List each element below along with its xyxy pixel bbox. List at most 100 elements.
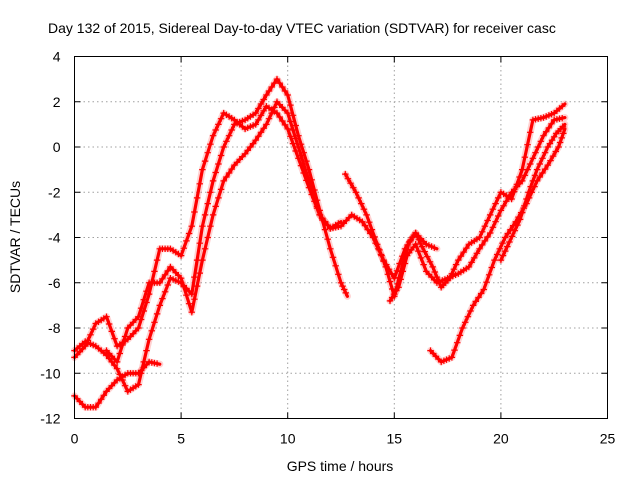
- data-point-marker: [156, 279, 163, 286]
- data-point-marker: [431, 244, 438, 251]
- data-point-marker: [337, 279, 345, 286]
- data-point-marker: [507, 226, 514, 233]
- data-point-marker: [415, 236, 422, 243]
- data-point-marker: [193, 282, 201, 290]
- y-tick-label: -10: [40, 365, 60, 381]
- data-point-marker: [335, 271, 342, 278]
- data-point-marker: [342, 170, 349, 178]
- data-point-marker: [191, 296, 198, 303]
- data-point-marker: [177, 252, 185, 259]
- data-point-marker: [244, 147, 251, 154]
- data-point-marker: [347, 180, 354, 187]
- data-point-marker: [284, 109, 291, 117]
- data-point-marker: [502, 234, 509, 241]
- data-point-marker: [386, 278, 394, 285]
- data-point-marker: [183, 292, 190, 299]
- data-point-marker: [113, 365, 121, 372]
- data-point-marker: [541, 149, 549, 156]
- data-point-marker: [371, 233, 378, 241]
- data-point-marker: [549, 152, 557, 160]
- data-point-marker: [496, 245, 503, 252]
- series-sat-e: [341, 100, 569, 300]
- data-point-marker: [559, 123, 566, 130]
- data-point-marker: [454, 339, 461, 346]
- data-point-marker: [199, 256, 206, 264]
- data-point-marker: [119, 341, 126, 349]
- data-point-marker: [487, 229, 494, 237]
- data-point-marker: [121, 333, 129, 340]
- data-point-marker: [215, 121, 222, 128]
- data-point-marker: [508, 233, 516, 240]
- data-point-marker: [486, 271, 493, 278]
- data-point-marker: [161, 271, 169, 278]
- data-point-marker: [418, 243, 426, 250]
- data-point-marker: [505, 193, 513, 200]
- data-point-marker: [140, 358, 147, 366]
- data-point-marker: [521, 154, 529, 161]
- data-point-marker: [516, 216, 524, 223]
- axis-ticks: [74, 56, 608, 419]
- data-point-marker: [223, 173, 230, 181]
- data-point-marker: [228, 126, 235, 134]
- data-point-marker: [300, 160, 307, 168]
- data-point-marker: [308, 186, 315, 193]
- data-point-marker: [455, 256, 462, 264]
- data-point-marker: [452, 261, 460, 268]
- data-point-marker: [249, 140, 257, 147]
- data-point-marker: [483, 279, 490, 286]
- data-point-marker: [151, 268, 158, 275]
- data-point-marker: [489, 206, 497, 213]
- data-point-marker: [429, 263, 436, 271]
- data-point-marker: [559, 103, 566, 110]
- data-point-marker: [519, 177, 526, 185]
- data-point-marker: [263, 91, 270, 99]
- data-point-marker: [495, 212, 502, 220]
- data-point-marker: [151, 319, 158, 326]
- data-point-marker: [536, 173, 543, 181]
- x-tick-labels: 0 5 10 15 20 25: [71, 431, 616, 447]
- x-axis-label: GPS time / hours: [287, 458, 394, 474]
- data-point-marker: [527, 183, 534, 190]
- data-point-marker: [386, 297, 394, 305]
- data-point-marker: [527, 160, 534, 168]
- data-point-marker: [113, 358, 121, 366]
- y-tick-label: 2: [53, 94, 61, 110]
- data-point-marker: [100, 392, 107, 399]
- data-point-marker: [287, 133, 294, 140]
- data-point-marker: [464, 313, 472, 320]
- data-point-marker: [119, 376, 126, 384]
- data-point-marker: [479, 228, 486, 235]
- data-point-marker: [384, 271, 392, 278]
- data-point-marker: [494, 251, 501, 258]
- data-point-marker: [382, 263, 389, 271]
- data-point-marker: [463, 245, 470, 252]
- data-point-marker: [532, 149, 539, 156]
- data-point-marker: [255, 133, 262, 140]
- chart-title: Day 132 of 2015, Sidereal Day-to-day VTE…: [48, 20, 556, 36]
- data-point-marker: [287, 101, 294, 109]
- data-point-marker: [159, 275, 166, 282]
- data-point-marker: [431, 268, 438, 276]
- y-tick-label: -8: [48, 320, 61, 336]
- data-point-marker: [539, 169, 546, 177]
- data-point-marker: [426, 258, 434, 265]
- data-point-marker: [412, 241, 419, 248]
- data-point-marker: [537, 138, 545, 145]
- data-point-marker: [180, 283, 187, 290]
- data-point-marker: [555, 143, 562, 151]
- data-point-marker: [492, 200, 499, 207]
- y-tick-label: 0: [53, 139, 61, 155]
- data-point-marker: [543, 128, 550, 135]
- data-point-marker: [541, 165, 549, 173]
- data-point-marker: [143, 288, 150, 295]
- data-point-marker: [339, 282, 346, 290]
- data-point-marker: [350, 184, 357, 191]
- data-point-marker: [284, 125, 291, 133]
- data-point-marker: [121, 382, 129, 389]
- data-point-marker: [319, 215, 326, 222]
- data-point-marker: [217, 186, 225, 193]
- data-point-marker: [196, 240, 203, 247]
- data-point-marker: [281, 87, 289, 95]
- data-point-marker: [185, 230, 193, 237]
